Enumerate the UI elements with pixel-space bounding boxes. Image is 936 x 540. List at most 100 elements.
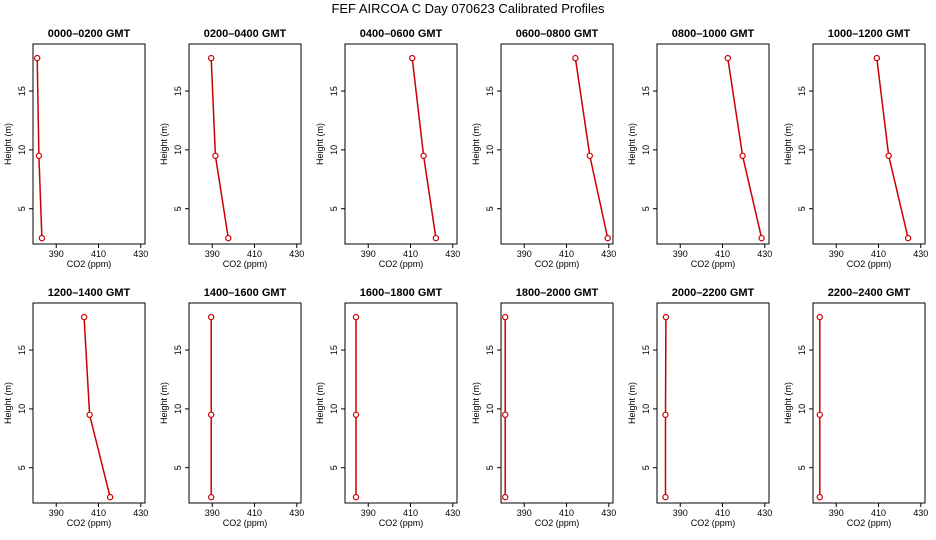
data-point	[409, 54, 416, 62]
data-point	[586, 152, 593, 159]
data-point	[662, 313, 670, 321]
y-tick-label: 10	[17, 145, 27, 155]
x-tick-label: 390	[829, 508, 844, 518]
x-axis-label: CO2 (ppm)	[535, 518, 580, 528]
plot-frame-7	[32, 302, 146, 504]
data-point	[502, 493, 509, 501]
y-tick-label: 15	[797, 86, 807, 96]
data-point	[207, 54, 215, 62]
data-point	[816, 493, 823, 501]
data-point	[420, 152, 427, 159]
y-axis-label: Height (m)	[159, 382, 169, 424]
data-point	[432, 234, 440, 242]
panel-title-2: 0200–0400 GMT	[204, 28, 287, 40]
profile-line-7	[83, 317, 111, 498]
data-point	[816, 313, 823, 321]
y-tick-label: 15	[485, 345, 495, 355]
panel-title-4: 0600–0800 GMT	[516, 28, 599, 40]
x-axis-label: CO2 (ppm)	[223, 518, 268, 528]
y-tick-label: 15	[797, 345, 807, 355]
x-tick-label: 390	[517, 508, 532, 518]
y-axis-label: Height (m)	[159, 123, 169, 165]
panel-title-5: 0800–1000 GMT	[672, 28, 755, 40]
y-tick-label: 10	[329, 404, 339, 414]
y-tick-label: 10	[641, 145, 651, 155]
data-point	[758, 234, 765, 242]
x-axis-label: CO2 (ppm)	[223, 259, 268, 269]
x-tick-label: 430	[757, 249, 772, 259]
panel-title-8: 1400–1600 GMT	[204, 287, 287, 299]
y-tick-label: 10	[329, 145, 339, 155]
y-tick-label: 15	[485, 86, 495, 96]
x-tick-label: 430	[289, 508, 304, 518]
x-tick-label: 430	[601, 508, 616, 518]
data-point	[904, 234, 912, 242]
x-tick-label: 390	[829, 249, 844, 259]
x-axis-label: CO2 (ppm)	[847, 259, 892, 269]
x-tick-label: 430	[445, 508, 460, 518]
data-point	[34, 54, 41, 62]
profile-line-4	[574, 57, 609, 239]
data-point	[572, 54, 579, 62]
y-tick-label: 10	[485, 145, 495, 155]
panel-title-9: 1600–1800 GMT	[360, 287, 443, 299]
y-axis-label: Height (m)	[315, 123, 325, 165]
data-point	[225, 234, 232, 242]
y-tick-label: 15	[173, 345, 183, 355]
profile-line-3	[411, 58, 437, 239]
plot-frame-11	[656, 302, 770, 504]
y-axis-label: Height (m)	[783, 123, 793, 165]
y-tick-label: 10	[797, 145, 807, 155]
x-tick-label: 410	[871, 508, 886, 518]
plot-frame-3	[344, 43, 458, 245]
y-axis-label: Height (m)	[783, 382, 793, 424]
x-axis-label: CO2 (ppm)	[379, 518, 424, 528]
y-axis-label: Height (m)	[627, 382, 637, 424]
data-point	[604, 234, 611, 242]
x-axis-label: CO2 (ppm)	[691, 518, 736, 528]
y-tick-label: 5	[485, 465, 495, 470]
x-axis-label: CO2 (ppm)	[691, 259, 736, 269]
panel-title-1: 0000–0200 GMT	[48, 28, 131, 40]
y-axis-label: Height (m)	[3, 382, 13, 424]
x-tick-label: 410	[871, 249, 886, 259]
y-tick-label: 10	[485, 404, 495, 414]
data-point	[885, 152, 892, 159]
x-tick-label: 430	[757, 508, 772, 518]
x-tick-label: 390	[205, 249, 220, 259]
y-tick-label: 5	[641, 465, 651, 470]
y-tick-label: 15	[641, 86, 651, 96]
data-point	[662, 411, 669, 418]
x-tick-label: 430	[601, 249, 616, 259]
x-axis-label: CO2 (ppm)	[67, 259, 112, 269]
data-point	[739, 152, 746, 159]
y-tick-label: 5	[173, 465, 183, 470]
y-tick-label: 5	[641, 206, 651, 211]
data-point	[352, 411, 360, 418]
x-tick-label: 390	[361, 508, 376, 518]
x-tick-label: 410	[403, 249, 418, 259]
y-tick-label: 15	[17, 86, 27, 96]
x-tick-label: 430	[133, 508, 148, 518]
y-tick-label: 5	[329, 206, 339, 211]
y-tick-label: 15	[17, 345, 27, 355]
x-tick-label: 410	[247, 508, 262, 518]
data-point	[502, 313, 509, 321]
plot-frame-9	[344, 302, 458, 504]
x-tick-label: 430	[913, 508, 928, 518]
data-point	[86, 411, 93, 418]
data-point	[207, 411, 215, 418]
x-tick-label: 390	[517, 249, 532, 259]
y-tick-label: 10	[173, 404, 183, 414]
data-point	[352, 493, 360, 501]
panel-title-12: 2200–2400 GMT	[828, 287, 911, 299]
y-tick-label: 15	[329, 345, 339, 355]
plot-frame-12	[812, 302, 926, 504]
panel-title-6: 1000–1200 GMT	[828, 28, 911, 40]
x-tick-label: 410	[91, 249, 106, 259]
x-tick-label: 390	[673, 508, 688, 518]
data-point	[816, 411, 823, 418]
plot-frame-8	[188, 302, 302, 504]
x-tick-label: 410	[559, 508, 574, 518]
